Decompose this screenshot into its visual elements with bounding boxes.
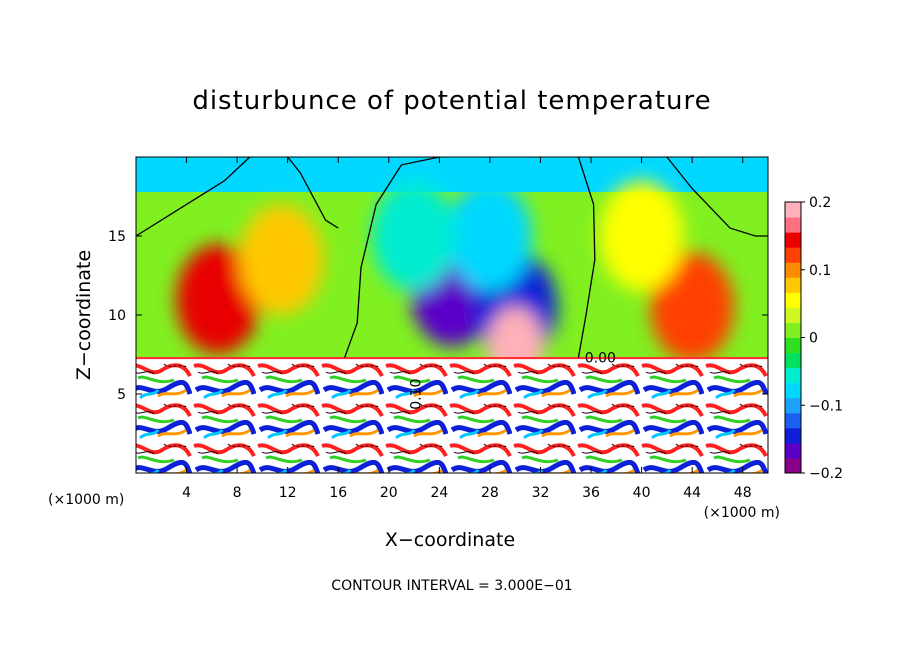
- contour-line: [666, 156, 768, 237]
- colorbar-swatch: [785, 397, 801, 414]
- x-unit-label-left: (×1000 m): [48, 492, 124, 508]
- x-tick-label: 12: [279, 485, 297, 501]
- colorbar-swatch: [785, 442, 801, 459]
- contour-label: 0.00: [585, 351, 616, 367]
- x-axis: 4 8 12 16 20 24 28 32 36 40 44 48: [182, 157, 752, 501]
- x-tick-label: 40: [633, 485, 651, 501]
- x-tick-label: 4: [182, 485, 191, 501]
- colorbar-tick-label: 0.2: [809, 195, 831, 211]
- y-axis-title: Z−coordinate: [73, 250, 95, 380]
- field-blob: [447, 181, 532, 291]
- contour-line: [135, 156, 251, 237]
- field-blob: [176, 244, 261, 355]
- contour-line: [343, 156, 440, 358]
- field-blob: [487, 306, 544, 357]
- colorbar-swatch: [785, 337, 801, 354]
- x-tick-label: 28: [481, 485, 499, 501]
- field-blobs: [176, 181, 735, 357]
- x-unit-label-right: (×1000 m): [704, 505, 780, 521]
- x-tick-label: 24: [430, 485, 448, 501]
- colorbar-swatch: [785, 367, 801, 384]
- x-tick-label: 8: [233, 485, 242, 501]
- colorbar-swatch: [785, 382, 801, 399]
- x-tick-label: 20: [380, 485, 398, 501]
- x-tick-label: 16: [329, 485, 347, 501]
- x-tick-label: 44: [683, 485, 701, 501]
- field-blob: [239, 204, 324, 315]
- colorbar-swatch: [785, 307, 801, 323]
- colorbar-swatch: [785, 277, 801, 293]
- heatmap-field: [136, 157, 768, 473]
- contour-lines: [135, 156, 768, 358]
- colorbar-swatch: [785, 202, 801, 218]
- colorbar-swatch: [785, 322, 801, 338]
- colorbar-swatch: [785, 232, 801, 248]
- x-axis-title: X−coordinate: [385, 529, 515, 551]
- colorbar-swatch: [785, 262, 801, 278]
- colorbar-swatch: [785, 427, 801, 444]
- colorbar-tick-label: 0: [809, 331, 818, 347]
- contour-interval-note: CONTOUR INTERVAL = 3.000E−01: [331, 578, 573, 594]
- contour-line: [577, 156, 596, 358]
- colorbar-swatch: [785, 217, 801, 233]
- upper-field: [136, 157, 768, 357]
- x-tick-label: 48: [734, 485, 752, 501]
- colorbar-tick-label: −0.1: [809, 398, 843, 414]
- colorbar-swatch: [785, 412, 801, 429]
- colorbar-swatch: [785, 352, 801, 369]
- field-blob: [650, 252, 735, 357]
- y-tick-label: 10: [108, 308, 126, 324]
- colorbar-tick-label: 0.1: [809, 263, 831, 279]
- colorbar: 0.2 0.1 0 −0.1 −0.2: [784, 195, 843, 482]
- colorbar-tick-label: −0.2: [809, 466, 843, 482]
- field-blob: [372, 181, 457, 291]
- colorbar-swatch: [785, 247, 801, 263]
- y-axis: 5 10 15: [108, 229, 768, 403]
- y-tick-label: 5: [117, 387, 126, 403]
- x-tick-label: 32: [532, 485, 550, 501]
- contour-line: [287, 156, 339, 229]
- field-blob: [599, 181, 684, 291]
- turbulent-layer: [136, 357, 768, 473]
- lower-field: [136, 357, 768, 473]
- y-tick-label: 15: [108, 229, 126, 245]
- colorbar-swatch: [785, 292, 801, 308]
- colorbar-swatch: [785, 457, 801, 474]
- lower-layer-label: 0.10: [408, 379, 424, 410]
- chart-title: disturbunce of potential temperature: [192, 86, 712, 116]
- x-tick-label: 36: [582, 485, 600, 501]
